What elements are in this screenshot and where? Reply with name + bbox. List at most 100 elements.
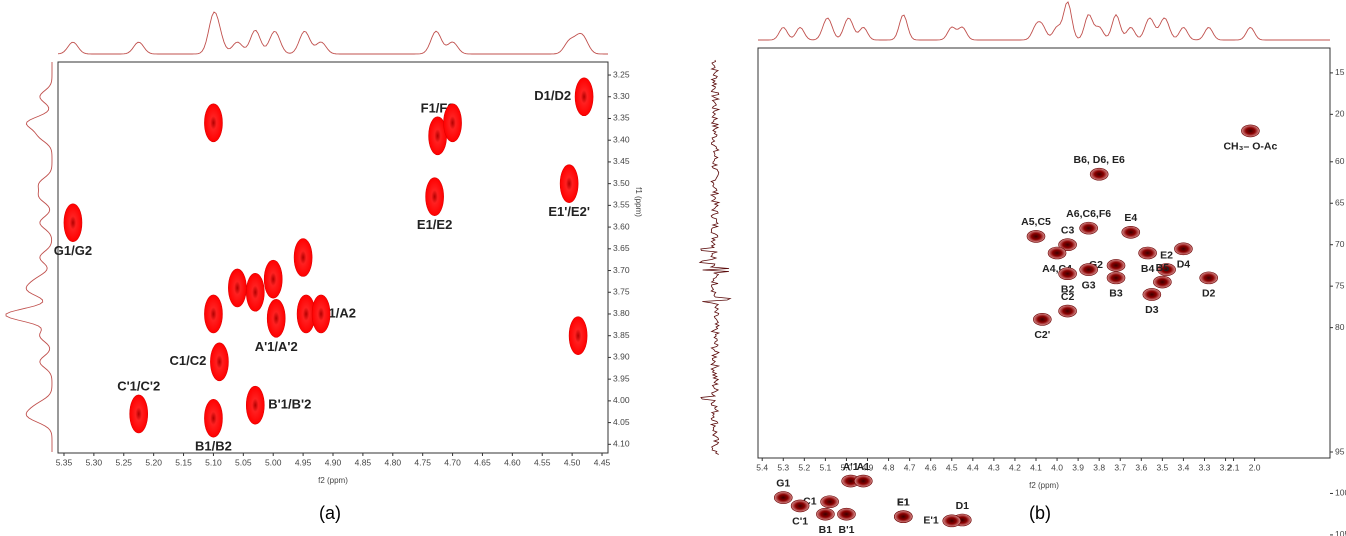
peak-label: B4 [1141,263,1155,275]
x-tick-label: 4.7 [904,462,916,472]
peak-label: F1 [897,496,909,508]
peak-label: C3 [1061,224,1075,236]
x-tick-label: 4.55 [534,457,551,467]
peak-label: D4 [1177,259,1191,271]
peak [790,499,810,513]
y-tick-label: 3.45 [613,156,630,166]
peak [245,272,265,312]
peak [1033,313,1052,326]
peak [210,342,229,382]
peak-label: B6, D6, E6 [1074,154,1126,166]
y-tick-label: 3.25 [613,69,630,79]
peak [1079,263,1098,276]
y-tick-label: 65 [1335,198,1345,208]
peak-label: A1 [857,461,871,473]
x-tick-label: 5.10 [205,457,222,467]
peak [63,203,83,243]
peak-label: B3 [1109,288,1123,300]
y-tick-label: 75 [1335,280,1345,290]
peak [1058,304,1077,318]
peak [773,491,793,504]
peak [293,238,313,277]
peak [245,385,265,425]
x-axis-label: f2 (ppm) [1029,481,1059,490]
peak-label: E1'/E2' [548,204,590,219]
peak [204,294,223,334]
peak [204,103,223,143]
peak-label: D2 [1202,288,1216,300]
y-axis-label: f1 (ppm) [634,187,643,217]
peak-label: A5,C5 [1021,216,1051,228]
x-tick-label: 5.00 [265,457,282,467]
x-tick-label: 4.75 [414,457,431,467]
y-tick-label: 4.00 [613,395,630,405]
y-tick-label: 80 [1335,322,1345,332]
x-tick-label: 4.45 [594,457,611,467]
peak-label: A6,C6,F6 [1066,208,1111,220]
x-tick-label: 4.4 [967,462,979,472]
peak [1121,225,1141,239]
y-tick-label: 3.30 [613,91,630,101]
peak [1106,271,1126,285]
peak [942,514,962,528]
peak [1199,271,1218,285]
y-tick-label: 3.50 [613,178,630,188]
x-tick-label: 3.8 [1093,462,1105,472]
y-tick-label: 60 [1335,156,1345,166]
x-tick-label: 5.1 [819,462,831,472]
y-tick-label: 4.05 [613,417,630,427]
x-tick-label: 3.6 [1135,462,1147,472]
y-tick-label: 15 [1335,67,1345,77]
peak [1026,230,1046,243]
peak [559,164,579,203]
peak [820,495,839,509]
x-tick-label: 4.0 [1051,462,1063,472]
y-tick-label: 20 [1335,109,1345,119]
x-tick-label: 4.65 [474,457,491,467]
peak-label: C'1 [792,516,808,528]
x-tick-label: 5.3 [777,462,789,472]
peak-label: E2 [1160,249,1173,261]
y-tick-label: 3.85 [613,330,630,340]
peak [1174,242,1193,256]
y-tick-label: 3.90 [613,352,630,362]
x-tick-label: 3.7 [1114,462,1126,472]
projection-f2 [57,11,609,55]
peak-label: C'1/C'2 [117,378,160,393]
x-tick-label: 4.3 [988,462,1000,472]
peak [266,299,286,338]
x-tick-label: 5.05 [235,457,252,467]
x-tick-label: 3.5 [1156,462,1168,472]
peak-label: B'1 [838,524,854,536]
x-tick-label: 3.9 [1072,462,1084,472]
projection-f2 [758,1,1330,41]
peak [1142,288,1162,301]
x-tick-label: 4.95 [295,457,312,467]
x-tick-label: 5.15 [175,457,192,467]
panel: 5.35 5.30 5.25 5.20 5.15 5.10 5.05 5.00 4.95 4.90… [5,11,643,523]
peak [1157,263,1176,276]
y-tick-label: 3.35 [613,113,630,123]
peak-label: D1/D2 [534,88,571,103]
x-tick-label: 4.50 [564,457,581,467]
y-tick-label: 3.55 [613,200,630,210]
x-tick-label: 3.4 [1178,462,1190,472]
peak-label: G3 [1082,279,1096,291]
x-tick-label: 5.4 [756,462,768,472]
y-tick-label: 3.80 [613,308,630,318]
y-tick-label: 3.75 [613,287,630,297]
x-tick-label: 4.90 [325,457,342,467]
x-tick-label: 4.8 [883,462,895,472]
y-tick-label: 3.40 [613,134,630,144]
y-tick-label: 105 [1335,529,1346,536]
y-tick-label: 3.95 [613,373,630,383]
peak-label: B1/B2 [195,439,232,454]
peak [1241,124,1260,138]
x-tick-label: 5.2 [798,462,810,472]
peak-label: D3 [1145,304,1159,316]
peak [1079,221,1098,235]
peak [1047,246,1067,260]
peak-label: A'1/A'2 [255,339,298,354]
x-tick-label: 4.9 [862,462,874,472]
